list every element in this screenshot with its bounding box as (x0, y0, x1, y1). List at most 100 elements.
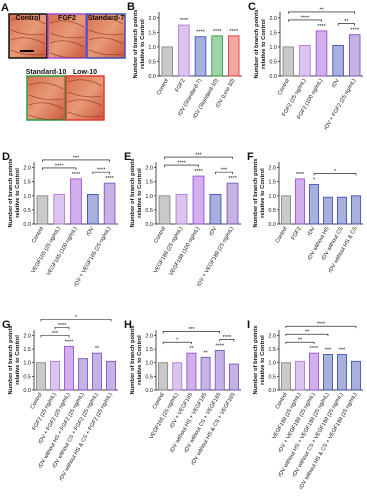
bracket-label: **** (55, 163, 64, 169)
x-tick-label: Control (31, 226, 45, 244)
y-tick-label: 0.5 (268, 374, 276, 380)
bracket (164, 164, 199, 168)
significance-label: **** (72, 172, 81, 178)
bracket-label: * (75, 315, 78, 321)
bar (315, 30, 328, 77)
y-tick-label: 2.0 (269, 16, 277, 22)
y-axis-label: Number of branch points (254, 10, 260, 79)
y-axis-label: relative to Control (137, 168, 143, 218)
bar (211, 35, 223, 77)
significance-label: **** (350, 28, 359, 34)
bar (200, 356, 211, 391)
bar (50, 360, 60, 391)
x-tick-label: Control (152, 392, 166, 410)
panel-label: C (248, 1, 256, 13)
bar (295, 178, 305, 225)
panel-label: D (2, 151, 10, 163)
bracket (313, 173, 357, 176)
bar (70, 178, 82, 225)
y-axis-label: relative to Control (137, 335, 143, 385)
y-tick-label: 1.5 (145, 347, 153, 353)
x-tick-label: Control (277, 78, 291, 96)
bracket-label: * (176, 338, 179, 344)
bracket (219, 339, 235, 342)
y-tick-label: 0.0 (268, 388, 276, 394)
bar (106, 360, 116, 391)
significance-label: ** (95, 346, 100, 352)
vessel (28, 94, 64, 101)
y-tick-label: 2.0 (145, 333, 153, 339)
bracket (215, 171, 233, 175)
y-tick-label: 0.0 (23, 222, 31, 228)
y-axis-label: Number of branch points (253, 326, 259, 395)
x-tick-label: Control (275, 226, 289, 244)
y-axis-label: Number of branch points (253, 159, 259, 228)
bracket (285, 333, 329, 337)
x-tick-label: rDV + VEGF189 (25 ng/mL) (196, 226, 235, 288)
y-tick-label: 0.5 (23, 374, 31, 380)
significance-label: **** (215, 343, 224, 349)
y-axis-label: relative to Control (15, 335, 21, 385)
bar (214, 350, 225, 391)
bar (209, 193, 222, 225)
bracket (92, 171, 110, 175)
y-tick-label: 0.0 (145, 222, 153, 228)
significance-label: **** (317, 24, 326, 30)
significance-label: **** (310, 346, 319, 352)
bracket-label: *** (52, 331, 59, 337)
y-tick-label: 1.0 (268, 194, 276, 200)
image-label: Standard-7 (88, 15, 125, 22)
x-tick-label: rDV (208, 226, 218, 237)
bar (186, 352, 197, 391)
vessel (67, 79, 103, 87)
bar (323, 354, 333, 391)
x-tick-label: VEGF189 (100 ng/mL) (168, 226, 201, 277)
significance-label: **** (194, 169, 203, 175)
vessel (67, 99, 103, 107)
y-tick-label: 2.0 (23, 166, 31, 172)
y-tick-label: 0.0 (268, 222, 276, 228)
bracket (288, 11, 355, 14)
y-axis-label: relative to Control (15, 168, 21, 218)
x-tick-label: rDV (307, 226, 317, 237)
significance-label: **** (296, 172, 305, 178)
panel-label: E (124, 151, 131, 163)
y-axis-label: Number of branch points (133, 10, 139, 79)
bar (295, 360, 305, 391)
bracket (42, 167, 77, 170)
bracket-label: ** (298, 338, 303, 344)
vessel (49, 52, 85, 59)
bracket-label: *** (195, 153, 202, 159)
vessel (88, 17, 124, 25)
y-tick-label: 0.0 (148, 74, 156, 80)
bar (194, 36, 207, 77)
bar (36, 195, 49, 225)
bar (178, 24, 190, 77)
bracket (40, 319, 112, 322)
significance-label: **** (196, 30, 205, 36)
bracket-label: ** (319, 7, 324, 13)
y-tick-label: 1.0 (269, 45, 277, 51)
bar (86, 193, 99, 225)
y-tick-label: 1.0 (148, 45, 156, 51)
x-tick-label: rDV + VEGF165 (25 ng/mL) (73, 226, 112, 288)
y-tick-label: 1.5 (269, 30, 277, 36)
y-axis-label: Number of branch points (8, 326, 14, 395)
significance-label: **** (229, 29, 238, 35)
bar (158, 195, 171, 225)
vessel (88, 37, 124, 45)
y-tick-label: 0.5 (268, 208, 276, 214)
bar (227, 35, 240, 77)
y-axis-label: Number of branch points (130, 326, 136, 395)
image-label: Low-10 (73, 69, 97, 76)
bar (351, 360, 361, 391)
panel-label: A (1, 2, 9, 14)
y-tick-label: 2.0 (23, 333, 31, 339)
bar (175, 193, 188, 225)
y-tick-label: 0.5 (148, 59, 156, 65)
bar (78, 358, 88, 391)
significance-label: **** (213, 29, 222, 35)
image-label: Standard-10 (26, 69, 67, 76)
bar (228, 363, 239, 391)
